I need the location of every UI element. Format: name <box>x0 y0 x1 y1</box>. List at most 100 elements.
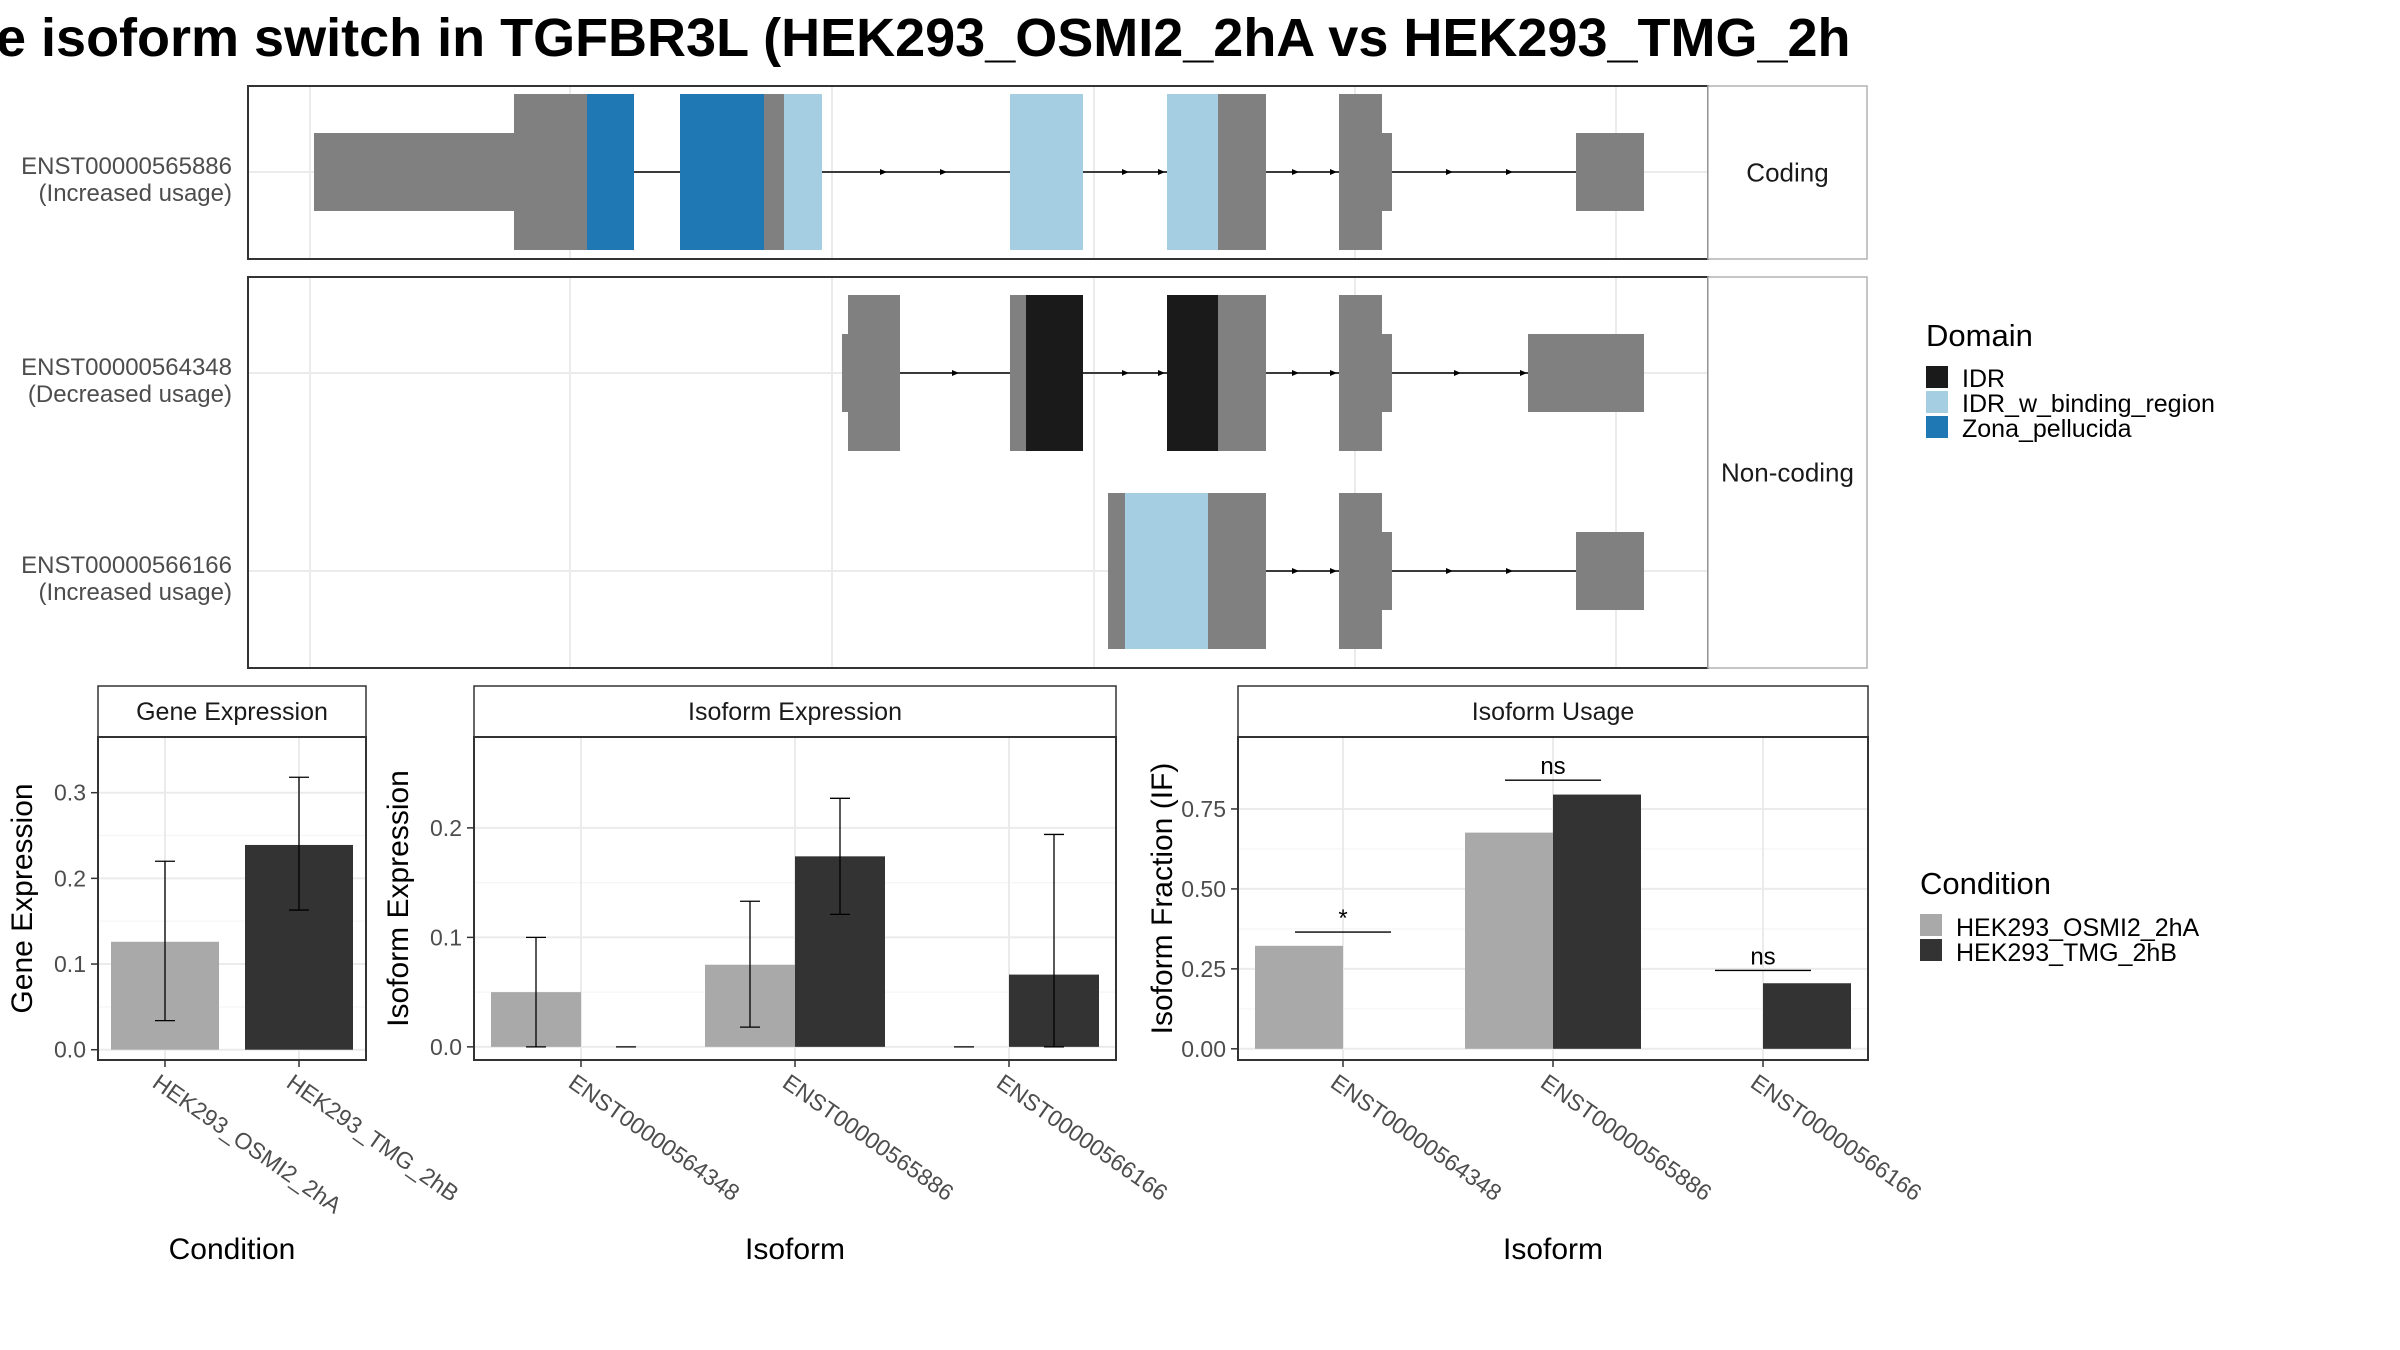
x-axis-title: Isoform <box>1503 1233 1603 1266</box>
y-tick-label: 0.3 <box>54 780 86 806</box>
strand-arrow <box>1506 568 1513 574</box>
domain-idr <box>1026 295 1083 451</box>
condition-legend-title: Condition <box>1920 866 2051 901</box>
y-tick-label: 0.2 <box>430 815 462 841</box>
y-tick-label: 0.00 <box>1181 1036 1226 1062</box>
y-tick-label: 0.0 <box>54 1037 86 1063</box>
panel-background <box>248 277 1708 668</box>
strand-arrow <box>1520 370 1527 376</box>
domain-idr-w-binding-region <box>784 94 822 250</box>
facet-strip-label: Isoform Expression <box>688 698 902 726</box>
strand-arrow <box>1446 568 1453 574</box>
strand-arrow <box>1292 169 1299 175</box>
domain-zona-pellucida <box>587 94 634 250</box>
transcript-usage-label: (Increased usage) <box>39 579 232 606</box>
exon-block <box>1339 94 1382 250</box>
strand-arrow <box>1292 370 1299 376</box>
x-axis-title: Isoform <box>745 1233 845 1266</box>
legend-label-zona-pellucida: Zona_pellucida <box>1962 415 2132 443</box>
utr-block <box>314 133 514 211</box>
transcript-panel-coding: ENST00000565886(Increased usage) Coding <box>21 85 1868 260</box>
figure-title: e isoform switch in TGFBR3L (HEK293_OSMI… <box>0 8 1851 68</box>
exon-block <box>514 94 587 250</box>
legend-swatch-idr <box>1926 366 1948 388</box>
transcript-ENST00000566166: ENST00000566166(Increased usage) <box>21 493 1644 649</box>
transcript-usage-label: (Decreased usage) <box>28 381 232 408</box>
exon-block <box>764 94 784 250</box>
transcript-structure-panels: ENST00000565886(Increased usage)CodingEN… <box>21 85 1868 669</box>
y-tick-label: 0.25 <box>1181 956 1226 982</box>
utr-block <box>1576 532 1644 610</box>
utr-block <box>1382 532 1392 610</box>
strand-arrow <box>1122 169 1129 175</box>
exon-block <box>1218 94 1266 250</box>
legend-label-idr: IDR <box>1962 365 2005 393</box>
bar-hek293_osmi2_2ha <box>1465 832 1553 1049</box>
strand-arrow <box>1454 370 1461 376</box>
expression-bar-charts: Gene Expression0.00.10.20.3HEK293_OSMI2_… <box>6 685 1927 1266</box>
utr-block <box>842 334 848 412</box>
domain-idr-w-binding-region <box>1010 94 1083 250</box>
transcript-ENST00000565886: ENST00000565886(Increased usage) <box>21 94 1644 250</box>
transcript-ENST00000564348: ENST00000564348(Decreased usage) <box>21 295 1644 451</box>
strand-arrow <box>952 370 959 376</box>
panel-border <box>97 736 367 1061</box>
transcript-id-label: ENST00000564348 <box>21 354 232 381</box>
significance-label: ns <box>1540 753 1565 780</box>
facet-strip-label: Non-coding <box>1721 458 1854 488</box>
strand-arrow <box>1330 568 1337 574</box>
facet-strip-label: Gene Expression <box>136 698 328 726</box>
bar-hek293_tmg_2hb <box>1763 983 1851 1049</box>
strand-arrow <box>1506 169 1513 175</box>
bar-hek293_tmg_2hb <box>1553 794 1641 1049</box>
y-axis-title: Gene Expression <box>6 783 39 1013</box>
facet-strip-label: Isoform Usage <box>1472 698 1635 726</box>
facet-strip <box>1707 85 1868 260</box>
exon-block <box>1339 295 1382 451</box>
strand-arrow <box>880 169 887 175</box>
domain-idr-w-binding-region <box>1125 493 1208 649</box>
legend-swatch-tmg <box>1920 939 1942 961</box>
exon-block <box>848 295 900 451</box>
facet-strip-label: Coding <box>1746 158 1828 188</box>
domain-idr <box>1167 295 1218 451</box>
utr-block <box>1382 133 1392 211</box>
chart-gene-expression: Gene Expression0.00.10.20.3HEK293_OSMI2_… <box>6 685 464 1266</box>
transcript-id-label: ENST00000566166 <box>21 552 232 579</box>
y-tick-label: 0.75 <box>1181 796 1226 822</box>
domain-zona-pellucida <box>680 94 764 250</box>
y-tick-label: 0.50 <box>1181 876 1226 902</box>
utr-block <box>1382 334 1392 412</box>
transcript-panel-non-coding: ENST00000564348(Decreased usage)ENST0000… <box>21 276 1868 669</box>
legend-label-idr-binding: IDR_w_binding_region <box>1962 390 2215 418</box>
legend-swatch-zona-pellucida <box>1926 416 1948 438</box>
strand-arrow <box>1122 370 1129 376</box>
x-axis-title: Condition <box>169 1233 296 1266</box>
strand-arrow <box>1292 568 1299 574</box>
y-tick-label: 0.2 <box>54 865 86 891</box>
legend-swatch-osmi2 <box>1920 914 1942 936</box>
significance-label: * <box>1338 905 1347 932</box>
exon-block <box>1108 493 1125 649</box>
strand-arrow <box>1330 169 1337 175</box>
transcript-id-label: ENST00000565886 <box>21 153 232 180</box>
domain-legend: Domain IDR IDR_w_binding_region Zona_pel… <box>1926 318 2215 443</box>
exon-block <box>1010 295 1026 451</box>
exon-block <box>1218 295 1266 451</box>
facet-strip <box>97 685 367 738</box>
strand-arrow <box>1158 370 1165 376</box>
significance-label: ns <box>1750 943 1775 970</box>
strand-arrow <box>1446 169 1453 175</box>
strand-arrow <box>1158 169 1165 175</box>
domain-idr-w-binding-region <box>1167 94 1218 250</box>
y-tick-label: 0.1 <box>54 951 86 977</box>
y-axis-title: Isoform Expression <box>382 770 415 1027</box>
legend-label-osmi2: HEK293_OSMI2_2hA <box>1956 914 2200 942</box>
exon-block <box>1208 493 1266 649</box>
exon-block <box>1339 493 1382 649</box>
y-tick-label: 0.1 <box>430 924 462 950</box>
strand-arrow <box>940 169 947 175</box>
facet-strip <box>473 685 1117 738</box>
y-axis-title: Isoform Fraction (IF) <box>1146 763 1179 1035</box>
